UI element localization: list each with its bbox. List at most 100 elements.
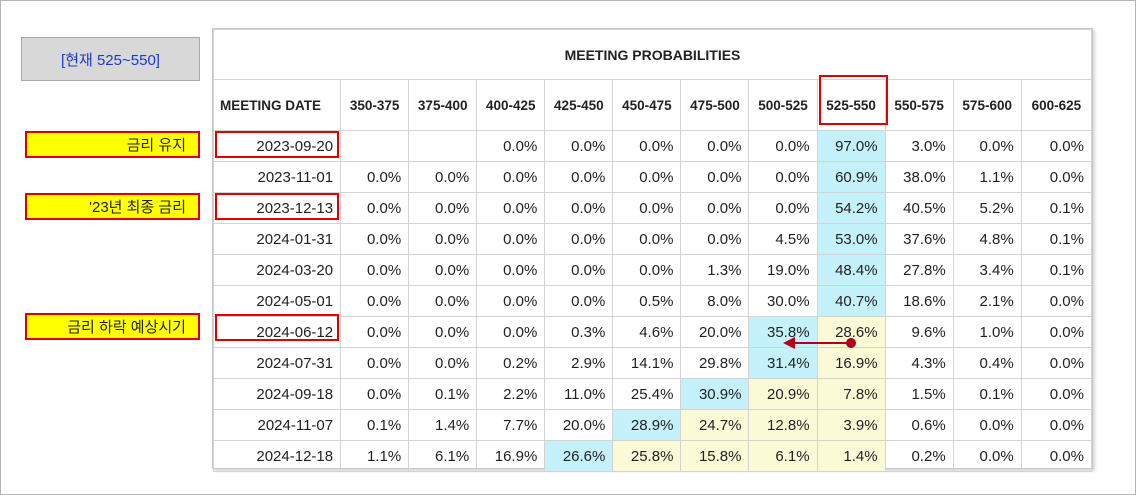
probability-cell: 14.1% [612,347,682,379]
probability-cell: 0.0% [952,130,1022,162]
probability-cell: 20.0% [544,409,614,441]
probability-cell: 0.0% [680,130,750,162]
table-title: MEETING PROBABILITIES [213,29,1092,80]
probability-cell: 26.6% [544,440,614,472]
column-header-500-525: 500-525 [748,79,818,131]
probability-cell: 0.0% [340,254,410,286]
probability-cell: 0.0% [476,316,546,348]
column-header-meeting-date: MEETING DATE [212,79,342,131]
probability-cell: 0.0% [476,254,546,286]
probability-cell: 0.0% [1020,440,1093,472]
column-header-350-375: 350-375 [340,79,410,131]
probability-cell: 0.4% [952,347,1022,379]
probability-cell: 0.0% [408,347,478,379]
probability-cell: 30.9% [680,378,750,410]
probability-cell: 19.0% [748,254,818,286]
table-row: 2023-12-13 0.0% 0.0% 0.0% 0.0% 0.0% 0.0% 0.0% 54… [212,192,1093,224]
probability-cell: 97.0% [816,130,886,162]
probability-cell: 0.0% [476,192,546,224]
probability-cell: 0.0% [476,130,546,162]
probability-cell: 0.3% [544,316,614,348]
table-row: 2023-11-01 0.0% 0.0% 0.0% 0.0% 0.0% 0.0% 0.0% 60… [212,161,1093,193]
probability-cell: 0.0% [476,161,546,193]
probability-cell: 3.0% [884,130,954,162]
probability-cell: 0.1% [952,378,1022,410]
probability-cell: 0.0% [340,316,410,348]
meeting-probabilities-panel: MEETING PROBABILITIES MEETING DATE 350-37… [212,28,1093,472]
probability-cell: 2.2% [476,378,546,410]
table-row: 2024-03-20 0.0% 0.0% 0.0% 0.0% 0.0% 1.3% 19.0% 4… [212,254,1093,286]
column-header-400-425: 400-425 [476,79,546,131]
current-rate-label: [현재 525~550] [21,37,200,81]
probability-cell: 0.0% [612,130,682,162]
probability-cell: 0.0% [748,130,818,162]
probability-cell: 0.0% [340,161,410,193]
probability-cell: 0.1% [1020,192,1093,224]
probability-cell: 0.0% [1020,130,1093,162]
probability-cell: 3.4% [952,254,1022,286]
probability-cell: 16.9% [816,347,886,379]
probability-cell: 18.6% [884,285,954,317]
probability-cell: 8.0% [680,285,750,317]
probability-cell [340,130,410,162]
probability-cell: 0.0% [952,440,1022,472]
probability-cell: 28.6% [816,316,886,348]
probability-cell: 0.0% [612,161,682,193]
probability-cell: 30.0% [748,285,818,317]
probability-cell: 0.0% [612,254,682,286]
probability-cell: 0.2% [476,347,546,379]
probability-cell: 0.0% [544,192,614,224]
meeting-date-cell: 2023-09-20 [212,130,342,162]
probability-cell: 60.9% [816,161,886,193]
meeting-date-cell: 2024-07-31 [212,347,342,379]
probability-cell: 0.0% [612,192,682,224]
probability-cell: 0.0% [952,409,1022,441]
probability-cell: 6.1% [748,440,818,472]
probability-cell: 1.0% [952,316,1022,348]
probability-cell: 20.0% [680,316,750,348]
probability-cell: 1.5% [884,378,954,410]
column-header-375-400: 375-400 [408,79,478,131]
column-header-575-600: 575-600 [952,79,1022,131]
probability-cell: 0.0% [544,254,614,286]
probability-cell: 0.1% [1020,223,1093,255]
note-rate-cut-timing: 금리 하락 예상시기 [25,313,200,340]
probability-cell: 0.0% [680,192,750,224]
probability-cell: 0.6% [884,409,954,441]
probability-cell: 0.1% [1020,254,1093,286]
probability-cell: 0.0% [340,223,410,255]
probability-cell: 0.0% [680,223,750,255]
table-row: 2024-09-18 0.0% 0.1% 2.2% 11.0% 25.4% 30.9% 20.… [212,378,1093,410]
table-row: 2024-05-01 0.0% 0.0% 0.0% 0.0% 0.5% 8.0% 30.0% 4… [212,285,1093,317]
probability-cell: 0.0% [476,223,546,255]
probability-cell: 54.2% [816,192,886,224]
probability-cell: 0.5% [612,285,682,317]
probability-cell [408,130,478,162]
probability-cell: 0.0% [544,130,614,162]
meeting-date-cell: 2024-01-31 [212,223,342,255]
meeting-date-cell: 2024-12-18 [212,440,342,472]
probability-cell: 24.7% [680,409,750,441]
meeting-date-cell: 2023-12-13 [212,192,342,224]
probability-cell: 0.0% [408,285,478,317]
probability-cell: 0.0% [1020,316,1093,348]
probability-cell: 0.0% [476,285,546,317]
probability-cell: 7.7% [476,409,546,441]
probability-cell: 1.1% [340,440,410,472]
probability-cell: 0.1% [340,409,410,441]
meeting-date-cell: 2024-09-18 [212,378,342,410]
probability-cell: 0.0% [748,192,818,224]
probability-cell: 0.0% [680,161,750,193]
probability-cell: 40.5% [884,192,954,224]
probability-cell: 0.0% [340,192,410,224]
column-header-550-575: 550-575 [884,79,954,131]
probability-cell: 0.0% [1020,285,1093,317]
probability-cell: 25.4% [612,378,682,410]
probability-cell: 0.0% [1020,161,1093,193]
probability-cell: 0.0% [340,347,410,379]
probability-cell: 0.0% [544,161,614,193]
meeting-date-cell: 2023-11-01 [212,161,342,193]
column-header-525-550: 525-550 [816,79,886,131]
probability-cell: 28.9% [612,409,682,441]
probability-cell: 4.3% [884,347,954,379]
